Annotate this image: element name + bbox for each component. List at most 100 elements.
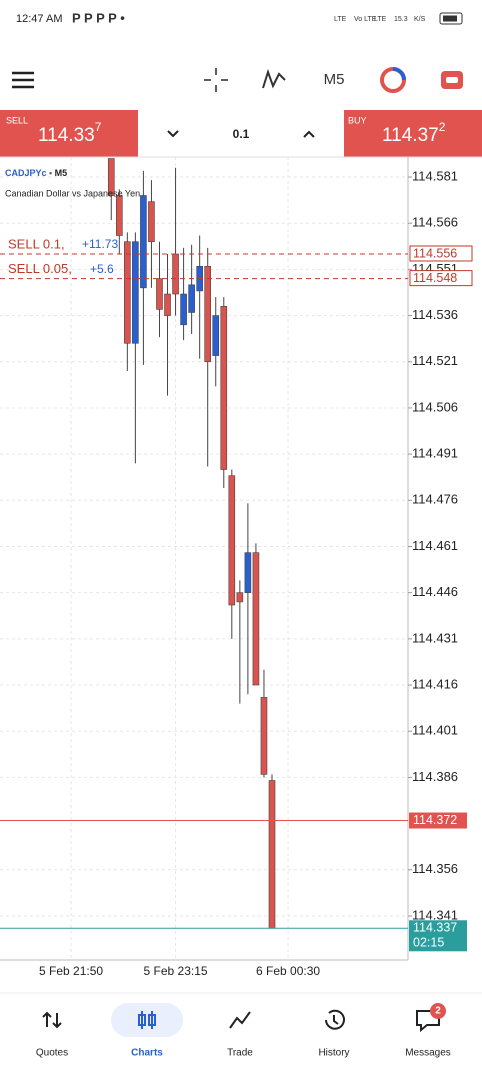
nav-label[interactable]: Messages (405, 1048, 451, 1059)
bid-price-box (409, 920, 467, 952)
nav-icon[interactable] (229, 1011, 251, 1029)
sell-price: 114.337 (38, 120, 102, 146)
order-price-label: 114.548 (413, 271, 457, 285)
nav-label[interactable]: Trade (227, 1048, 253, 1059)
y-tick-label: 114.431 (412, 630, 458, 645)
nav-icon[interactable] (138, 1011, 156, 1029)
x-tick-label: 5 Feb 21:50 (39, 964, 103, 978)
candle-body (172, 253, 179, 295)
battery-level (443, 15, 457, 22)
candle-body (252, 552, 260, 686)
status-indicator: K/S (414, 16, 426, 23)
nav-icon-shape (42, 1011, 62, 1029)
candle-body (212, 315, 220, 356)
nav-icon-shape (229, 1011, 251, 1029)
nav-active-pill (111, 1003, 183, 1037)
symbol: CADJPYc (5, 168, 47, 178)
trade-icon-part (446, 77, 458, 83)
x-tick-label: 5 Feb 23:15 (144, 964, 208, 978)
candle-body (204, 266, 212, 363)
y-tick-label: 114.536 (412, 307, 458, 322)
nav-label[interactable]: History (318, 1048, 349, 1059)
y-tick-label: 114.401 (412, 723, 458, 738)
y-tick-label: 114.461 (412, 538, 458, 553)
y-tick-label: 114.341 (412, 907, 458, 922)
sell-pip: 7 (95, 120, 102, 134)
order-label: SELL 0.1, (8, 236, 65, 251)
bid-price-label: 114.337 (413, 921, 457, 935)
objects-icon-part (392, 67, 406, 81)
order-profit: +5.6 (90, 262, 114, 276)
y-tick-label: 114.566 (412, 215, 458, 230)
candle-body (180, 293, 187, 326)
y-tick-label: 114.491 (412, 446, 458, 461)
menu-icon[interactable] (12, 71, 34, 89)
status-indicator: LTE (334, 16, 347, 23)
status-icons: P P P P • (72, 10, 125, 25)
buy-price: 114.372 (382, 120, 446, 146)
candle-body (220, 306, 228, 470)
status-indicator: 15.3 (394, 16, 408, 23)
candle-body (260, 697, 268, 775)
candle-body (228, 475, 236, 606)
candle-body (115, 195, 123, 236)
ask-price-label: 114.372 (413, 813, 457, 827)
volume-down[interactable] (167, 130, 179, 138)
bid-time-label: 02:15 (413, 936, 444, 950)
symbol-timeframe: M5 (55, 168, 68, 178)
status-indicator: Vo LTE (354, 16, 377, 23)
order-price-label: 114.556 (413, 246, 457, 260)
candle-body (164, 293, 171, 316)
battery (439, 12, 463, 25)
y-tick-label: 114.386 (412, 769, 458, 784)
volume-up[interactable] (303, 130, 315, 138)
candle-body (268, 780, 276, 929)
nav-badge (430, 1003, 446, 1019)
buy-label: BUY (348, 115, 367, 125)
order-price-box (409, 245, 473, 262)
candle-body (156, 278, 163, 310)
timeframe-button[interactable]: M5 (324, 71, 345, 88)
candle-body (188, 284, 195, 313)
nav-icon[interactable] (42, 1011, 62, 1029)
nav-label[interactable]: Quotes (36, 1048, 68, 1059)
nav-badge-count: 2 (435, 1006, 441, 1017)
chart-symbol: CADJPYc • M5 (5, 168, 67, 178)
candle-body (124, 241, 131, 344)
nav-icon[interactable] (325, 1009, 345, 1030)
sell-button[interactable] (0, 110, 138, 157)
status-indicator: LTE (374, 16, 387, 23)
candle-body (140, 195, 147, 289)
chart-description: Canadian Dollar vs Japanese Yen (5, 188, 140, 198)
candle-body (132, 241, 139, 344)
ask-price-box (409, 812, 467, 829)
order-label: SELL 0.05, (8, 261, 72, 276)
y-tick-label: 114.446 (412, 584, 458, 599)
x-tick-label: 6 Feb 00:30 (256, 964, 320, 978)
volume[interactable]: 0.1 (233, 127, 250, 141)
y-tick-label: 114.356 (412, 861, 458, 876)
crosshair-icon[interactable] (204, 68, 228, 92)
order-profit: +11.73 (82, 237, 118, 251)
y-tick-label: 114.416 (412, 676, 458, 691)
candle-body (148, 201, 155, 242)
status-time: 12:47 AM (16, 13, 62, 25)
nav-icon-shape (138, 1011, 156, 1029)
y-tick-label: 114.476 (412, 492, 458, 507)
buy-button[interactable] (344, 110, 482, 157)
y-tick-label: 114.521 (412, 353, 458, 368)
sell-price-main: 114.33 (38, 125, 95, 146)
candle-body (107, 158, 115, 196)
buy-price-main: 114.37 (382, 125, 439, 146)
candle-body (244, 552, 252, 593)
y-tick-label: 114.581 (412, 168, 458, 183)
order-price-box (409, 270, 473, 287)
buy-pip: 2 (439, 120, 446, 134)
indicators-icon[interactable] (262, 68, 286, 89)
candle-body (236, 592, 244, 603)
nav-label[interactable]: Charts (131, 1048, 163, 1059)
y-tick-label: 114.506 (412, 399, 458, 414)
sell-label: SELL (6, 115, 28, 125)
